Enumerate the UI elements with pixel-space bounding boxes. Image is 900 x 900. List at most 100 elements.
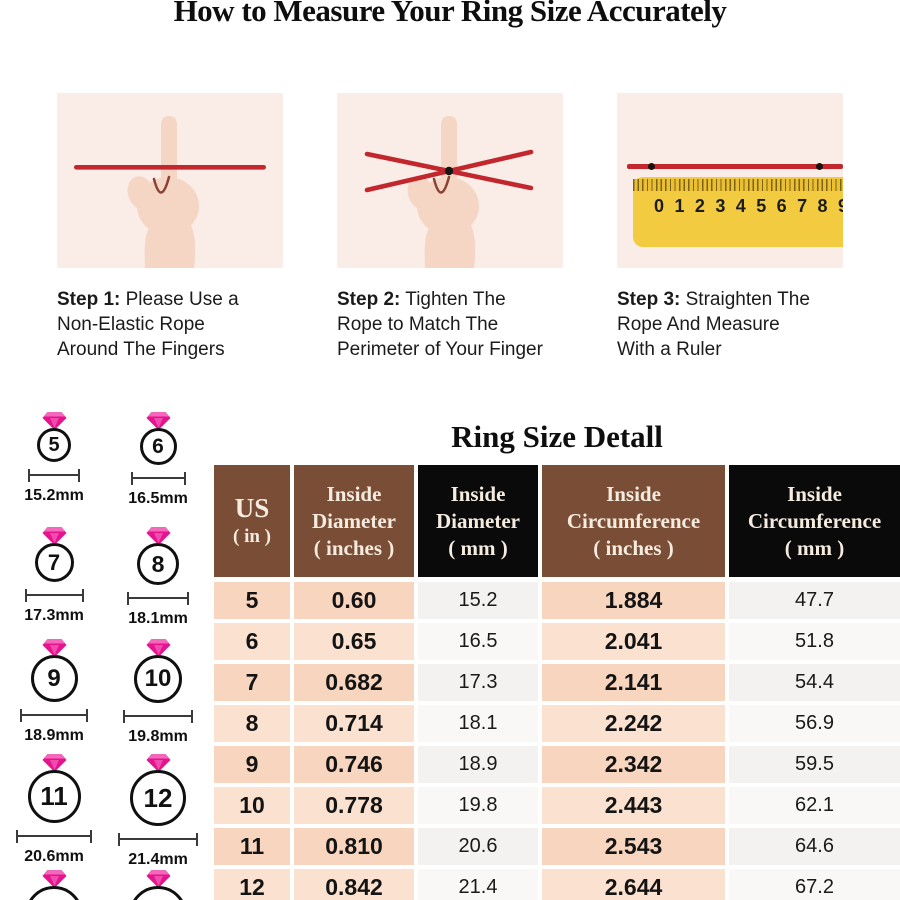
hand-with-tightened-rope-illustration (364, 116, 534, 268)
gem-icon (42, 639, 66, 657)
ring-row: 5 15.2mm 6 16.5mm (2, 411, 210, 508)
ruler-number: 6 (776, 196, 787, 216)
step2-caption: Step 2: Tighten The Rope to Match The Pe… (337, 287, 563, 362)
gem-icon (146, 870, 170, 888)
step-label: Step 1: (57, 289, 121, 310)
diameter-bracket (16, 830, 92, 843)
table-cell: 2.242 (542, 705, 725, 742)
page-title: How to Measure Your Ring Size Accurately (173, 0, 727, 28)
captions-row: Step 1: Please Use a Non-Elastic Rope Ar… (57, 287, 843, 362)
ruler-illustration: 0 1 2 3 4 5 6 7 8 9 (633, 177, 843, 247)
table-cell: 0.746 (294, 746, 414, 783)
step3-caption: Step 3: Straighten The Rope And Measure … (617, 287, 843, 362)
rope-mark-dot (816, 163, 823, 170)
step-text: Around The Fingers (57, 339, 225, 360)
diameter-label: 21.4mm (128, 851, 188, 868)
diameter-label: 15.2mm (24, 487, 84, 504)
ruler-number: 5 (756, 196, 767, 216)
ruler-ticks (633, 179, 843, 191)
step1-photo (57, 93, 283, 268)
ring-size-7: 7 17.3mm (2, 526, 106, 628)
ring-partial (106, 869, 210, 900)
step-text: Rope And Measure (617, 314, 780, 335)
table-cell: 0.778 (294, 787, 414, 824)
step-text: Rope to Match The (337, 314, 499, 335)
step-text: With a Ruler (617, 339, 722, 360)
table-cell: 16.5 (418, 623, 538, 660)
ring-size-11: 11 20.6mm (2, 753, 106, 869)
table-cell: 0.842 (294, 869, 414, 900)
table-cell: 10 (214, 787, 290, 824)
table-cell: 51.8 (729, 623, 900, 660)
table-cell: 21.4 (418, 869, 538, 900)
table-cell: 6 (214, 623, 290, 660)
table-cell: 2.644 (542, 869, 725, 900)
diameter-bracket (24, 589, 84, 602)
table-cell: 2.041 (542, 623, 725, 660)
header-us: US ( in ) (214, 465, 290, 577)
ring-number: 8 (137, 543, 179, 585)
ruler-number: 7 (797, 196, 808, 216)
ring-row (2, 869, 210, 900)
ruler-number: 1 (674, 196, 685, 216)
table-cell: 0.60 (294, 582, 414, 619)
table-cell: 54.4 (729, 664, 900, 701)
gem-icon (146, 527, 170, 545)
step-text: Straighten The (680, 289, 810, 310)
table-cell: 64.6 (729, 828, 900, 865)
ring-number: 9 (30, 655, 78, 702)
table-cell: 47.7 (729, 582, 900, 619)
ring-size-10: 10 19.8mm (106, 638, 210, 746)
diameter-label: 19.8mm (128, 728, 188, 745)
table-cell: 5 (214, 582, 290, 619)
rope-knot-dot (444, 166, 454, 176)
diameter-bracket (130, 472, 186, 485)
diameter-bracket (20, 709, 88, 722)
ring-size-5: 5 15.2mm (2, 411, 106, 508)
gem-icon (42, 527, 66, 545)
ring-row: 9 18.9mm 10 19.8mm (2, 638, 210, 746)
ring-size-table: US ( in ) Inside Diameter ( inches ) Ins… (214, 465, 900, 900)
diameter-bracket (123, 710, 193, 723)
ring-number (129, 886, 187, 900)
table-cell: 2.141 (542, 664, 725, 701)
step-text: Tighten The (400, 289, 506, 310)
ruler-number: 0 (654, 196, 665, 216)
table-cell: 8 (214, 705, 290, 742)
diameter-label: 18.1mm (128, 610, 188, 627)
ring-size-9: 9 18.9mm (2, 638, 106, 746)
ruler-number: 4 (735, 196, 746, 216)
hand-with-rope-illustration (74, 116, 266, 268)
table-cell: 9 (214, 746, 290, 783)
ring-partial (2, 869, 106, 900)
ruler-number: 9 (837, 196, 843, 216)
table-cell: 2.543 (542, 828, 725, 865)
diameter-bracket (28, 469, 80, 482)
table-cell: 12 (214, 869, 290, 900)
ruler-number: 8 (817, 196, 828, 216)
table-cell: 11 (214, 828, 290, 865)
ring-number: 6 (139, 428, 177, 465)
table-cell: 0.714 (294, 705, 414, 742)
ring-size-rail: 5 15.2mm 6 16.5mm 7 17.3mm 8 (2, 400, 210, 900)
ring-number: 10 (134, 655, 182, 703)
step2-photo (337, 93, 563, 268)
step3-photo: 0 1 2 3 4 5 6 7 8 9 (617, 93, 843, 268)
table-header-row: US ( in ) Inside Diameter ( inches ) Ins… (214, 465, 900, 577)
ruler-numbers: 0 1 2 3 4 5 6 7 8 9 (654, 196, 843, 217)
rope-mark-dot (648, 163, 655, 170)
table-cell: 1.884 (542, 582, 725, 619)
ring-size-12: 12 21.4mm (106, 753, 210, 869)
diameter-label: 18.9mm (24, 727, 84, 744)
ring-size-8: 8 18.1mm (106, 526, 210, 628)
diameter-bracket (127, 592, 189, 605)
ruler-number: 2 (694, 196, 705, 216)
ring-number: 12 (130, 770, 186, 826)
table-cell: 0.65 (294, 623, 414, 660)
table-cell: 56.9 (729, 705, 900, 742)
step-text: Perimeter of Your Finger (337, 339, 543, 360)
table-cell: 18.9 (418, 746, 538, 783)
header-inside-diameter-mm: Inside Diameter ( mm ) (418, 465, 538, 577)
table-cell: 17.3 (418, 664, 538, 701)
header-inside-diameter-inches: Inside Diameter ( inches ) (294, 465, 414, 577)
